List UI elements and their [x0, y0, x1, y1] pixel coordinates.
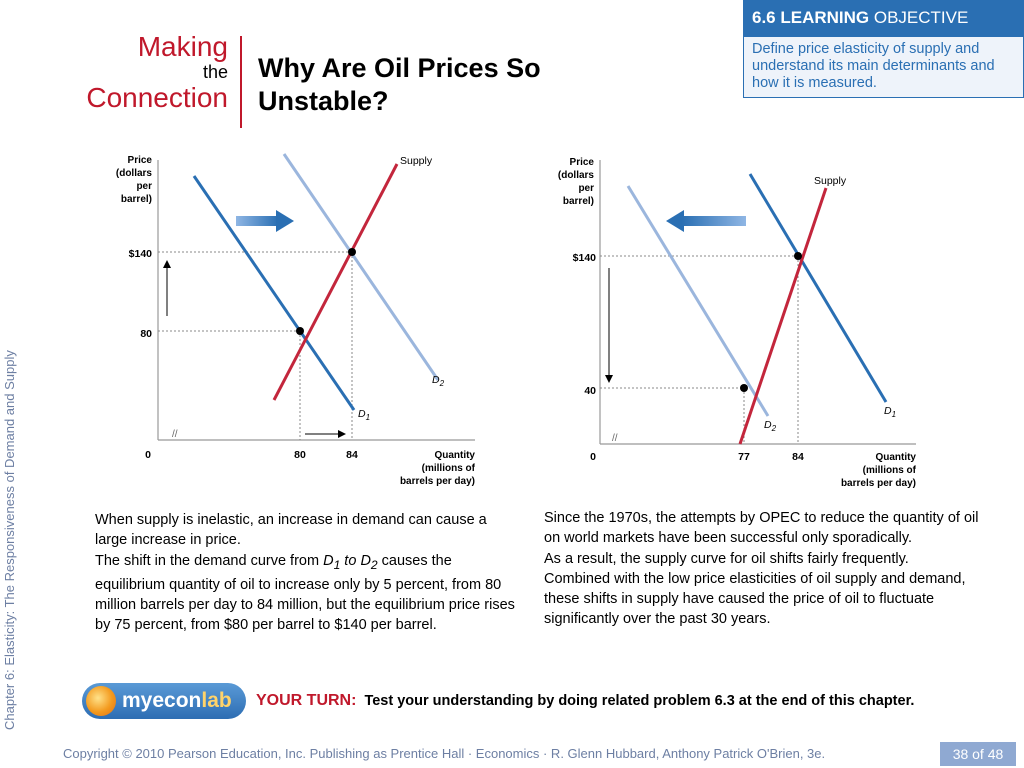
- learning-objective-number: 6.6 LEARNING: [752, 8, 870, 27]
- y-label-line: per: [136, 181, 152, 192]
- making-the-connection-label: Making the Connection: [86, 32, 228, 114]
- y-label-line: barrel): [121, 194, 152, 205]
- x-label-line: Quantity: [434, 450, 475, 461]
- text-run: D: [360, 552, 371, 569]
- y-tick-label: $140: [129, 248, 153, 260]
- learning-objective-word: OBJECTIVE: [873, 8, 969, 27]
- y-label-line: Price: [570, 157, 595, 168]
- equilibrium-point: [794, 252, 802, 260]
- x-axis-label: Quantity (millions of barrels per day): [400, 450, 476, 487]
- right-caption-p3: Combined with the low price elasticities…: [544, 570, 966, 628]
- logo-econ: econ: [152, 689, 202, 712]
- x-label-line: Quantity: [875, 452, 916, 463]
- connection-word: Connection: [86, 82, 228, 113]
- page-title: Why Are Oil Prices So Unstable?: [258, 53, 541, 116]
- supply-shift-left-arrow: [666, 210, 746, 232]
- d2-curve: [626, 185, 770, 417]
- learning-objective-text: Define price elasticity of supply and un…: [743, 36, 1024, 98]
- left-caption-p1: When supply is inelastic, an increase in…: [95, 512, 487, 549]
- x-tick-label: 84: [346, 449, 358, 461]
- d1-curve: [748, 173, 888, 403]
- y-label-line: (dollars: [116, 168, 153, 179]
- logo-my: my: [122, 689, 153, 712]
- x-tick-label: 80: [294, 449, 306, 461]
- left-caption: When supply is inelastic, an increase in…: [95, 510, 515, 636]
- x-label-line: barrels per day): [841, 478, 916, 489]
- chapter-sidebar-text: Chapter 6: Elasticity: The Responsivenes…: [2, 350, 17, 730]
- right-caption-p1: Since the 1970s, the attempts by OPEC to…: [544, 510, 979, 547]
- subscript: 1: [333, 557, 341, 572]
- supply-label: Supply: [814, 175, 847, 187]
- page-indicator: 38 of 48: [940, 742, 1016, 766]
- left-caption-p2: The shift in the demand curve from D1 to…: [95, 551, 515, 636]
- supply-shift-chart: // Price (dollars per barrel) $140 40 0 …: [558, 157, 917, 489]
- origin-label: 0: [590, 451, 596, 463]
- d1-symbol: D1 to D2: [323, 552, 378, 572]
- d1-label: D1: [358, 408, 370, 422]
- text-run: The shift in the demand curve from: [95, 552, 324, 569]
- demand-shift-chart: // Price (dollars per barrel) $140 80 0 …: [116, 153, 476, 487]
- header-divider: [240, 36, 242, 128]
- subscript: 2: [370, 557, 378, 572]
- x-label-line: (millions of: [422, 463, 476, 474]
- y-tick-label: 80: [140, 328, 152, 340]
- supply-curve: [738, 187, 828, 445]
- x-label-line: barrels per day): [400, 476, 475, 487]
- equilibrium-point: [296, 327, 304, 335]
- myeconlab-logo[interactable]: myeconlab: [82, 683, 246, 719]
- equilibrium-point: [740, 384, 748, 392]
- text-run: causes the equilibrium quantity of oil t…: [95, 552, 515, 634]
- myeconlab-orb-icon: [86, 686, 116, 716]
- copyright-footer: Copyright © 2010 Pearson Education, Inc.…: [63, 746, 826, 761]
- y-label-line: (dollars: [558, 170, 595, 181]
- text-run: D: [323, 552, 334, 569]
- learning-objective-header: 6.6 LEARNING OBJECTIVE: [743, 0, 1024, 36]
- d1-label: D1: [884, 405, 896, 419]
- x-tick-label: 84: [792, 451, 804, 463]
- d2-curve: [282, 153, 440, 381]
- y-label-line: barrel): [563, 196, 594, 207]
- supply-curve: [272, 163, 399, 401]
- supply-label: Supply: [400, 155, 433, 167]
- y-label-line: Price: [128, 155, 153, 166]
- logo-lab: lab: [201, 689, 232, 712]
- d1-curve: [192, 175, 356, 411]
- d2-label: D2: [432, 374, 445, 388]
- y-axis-label: Price (dollars per barrel): [116, 155, 153, 205]
- equilibrium-point: [348, 248, 356, 256]
- your-turn-lead: YOUR TURN:: [256, 692, 357, 709]
- x-label-line: (millions of: [863, 465, 917, 476]
- making-word: Making: [137, 31, 228, 62]
- d2-label: D2: [764, 419, 777, 433]
- axis-break-icon: //: [172, 429, 178, 440]
- x-tick-label: 77: [738, 451, 750, 463]
- demand-shift-right-arrow: [236, 210, 294, 232]
- your-turn-text: Test your understanding by doing related…: [364, 693, 915, 709]
- y-label-line: per: [578, 183, 594, 194]
- y-tick-label: $140: [573, 252, 597, 264]
- axis-break-icon: //: [612, 433, 618, 444]
- your-turn-block: YOUR TURN: Test your understanding by doi…: [256, 690, 956, 712]
- y-tick-label: 40: [584, 385, 596, 397]
- y-axis-label: Price (dollars per barrel): [558, 157, 595, 207]
- origin-label: 0: [145, 449, 151, 461]
- right-caption: Since the 1970s, the attempts by OPEC to…: [544, 508, 984, 630]
- right-caption-p2: As a result, the supply curve for oil sh…: [544, 550, 909, 567]
- the-word: the: [202, 62, 228, 82]
- text-run: to: [340, 552, 361, 569]
- x-axis-label: Quantity (millions of barrels per day): [841, 452, 917, 489]
- myeconlab-wordmark: myeconlab: [122, 689, 232, 713]
